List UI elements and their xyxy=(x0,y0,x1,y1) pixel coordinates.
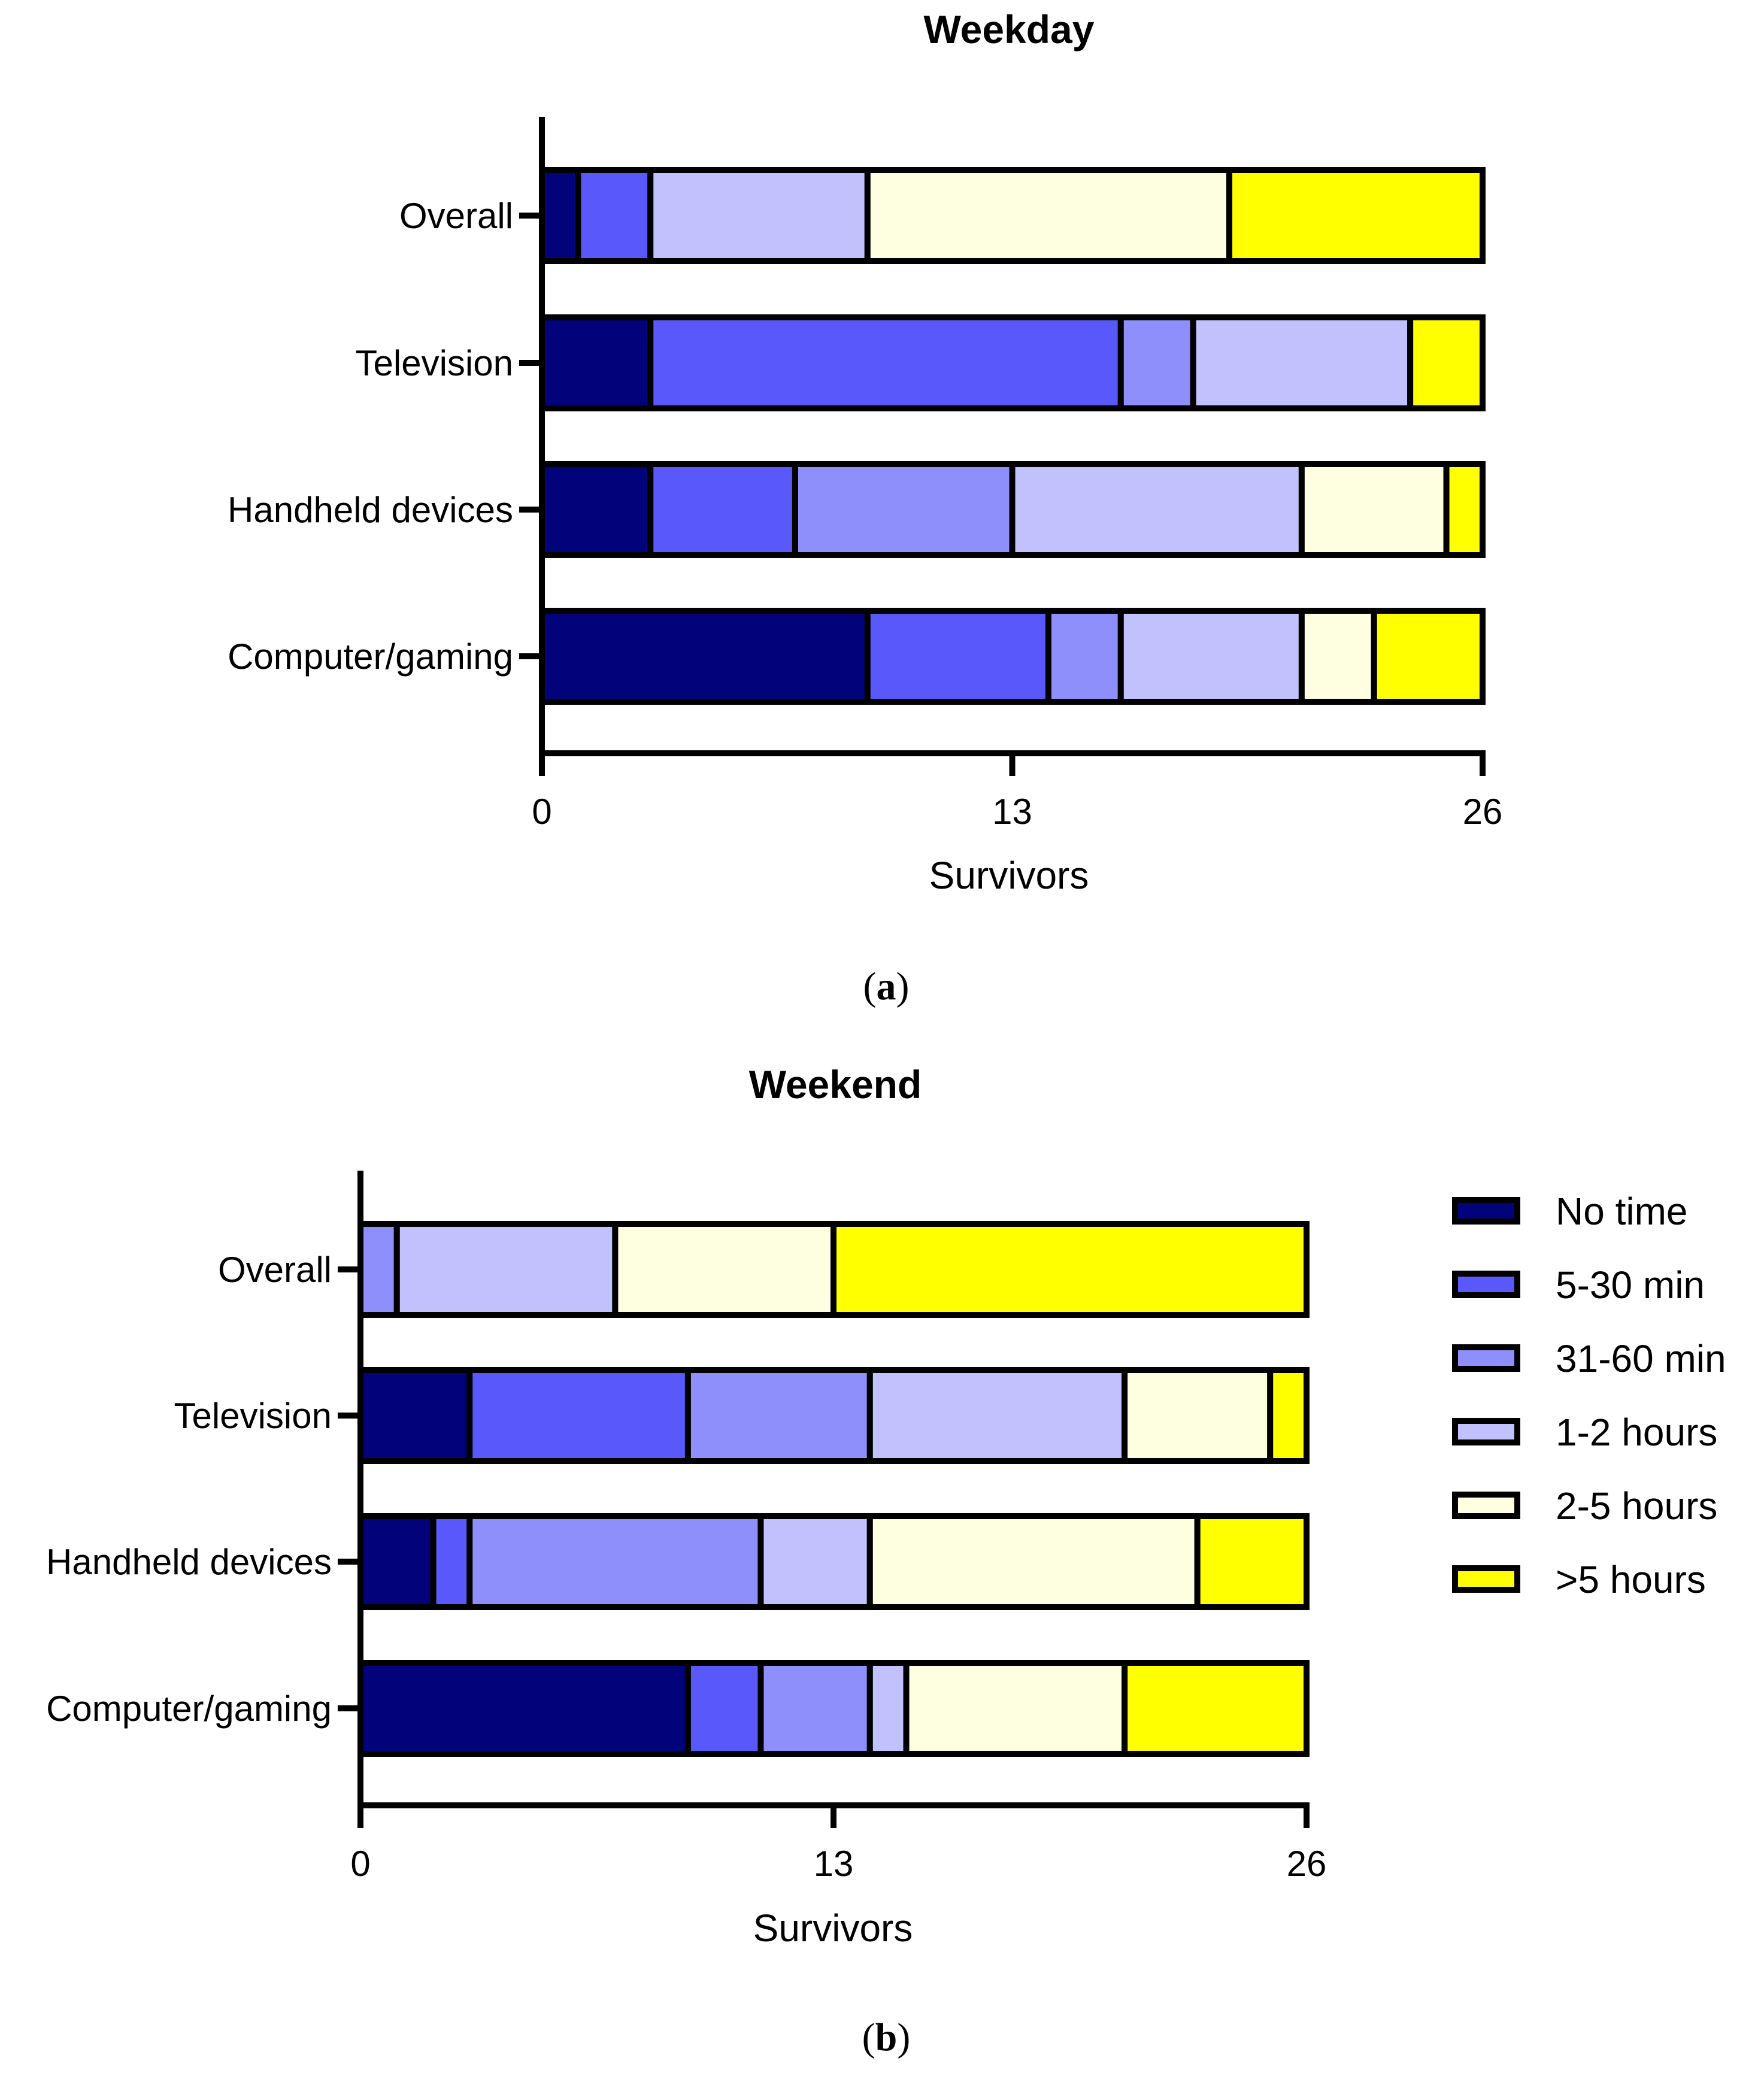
chart-weekday: Weekday Overall Television Handheld device… xyxy=(228,7,1502,1008)
x-tick-label-weekend-0: 0 xyxy=(350,1844,370,1884)
chart-weekend: Weekend Overall Television Handheld device… xyxy=(46,1062,1726,2059)
axes-weekday: Overall Television Handheld devices Compute… xyxy=(228,117,1502,832)
panel-label-a: (a) xyxy=(863,965,910,1008)
x-tick-label-weekend-13: 13 xyxy=(814,1844,854,1884)
bar-weekday-overall-over-5-hours xyxy=(1226,167,1486,264)
svg-text:(a): (a) xyxy=(863,965,910,1008)
bar-weekend-overall-2-5-hours xyxy=(612,1221,837,1318)
bar-weekend-handheld-devices-no-time xyxy=(357,1513,437,1610)
bar-weekend-overall-31-60-min xyxy=(357,1221,400,1318)
svg-text:(b): (b) xyxy=(862,2016,911,2059)
bar-weekend-television-over-5-hours xyxy=(1267,1367,1310,1464)
bar-weekend-handheld-devices-31-60-min xyxy=(466,1513,764,1610)
chart-title-weekend: Weekend xyxy=(749,1062,922,1107)
bar-weekend-television-31-60-min xyxy=(684,1367,873,1464)
bar-weekday-computer-gaming-31-60-min xyxy=(1045,608,1124,705)
bar-weekend-television-no-time xyxy=(357,1367,473,1464)
legend-swatch-no-time xyxy=(1452,1197,1520,1225)
legend-swatch-1-2-hours xyxy=(1452,1418,1520,1445)
x-tick-label-weekend-26: 26 xyxy=(1287,1844,1327,1884)
bar-weekday-computer-gaming-no-time xyxy=(539,608,871,705)
bar-weekday-computer-gaming-1-2-hours xyxy=(1117,608,1305,705)
x-tick-label-weekday-26: 26 xyxy=(1463,792,1503,832)
bar-weekend-television-1-2-hours xyxy=(866,1367,1128,1464)
bar-weekday-handheld-devices-over-5-hours xyxy=(1443,461,1486,558)
bar-weekday-computer-gaming-over-5-hours xyxy=(1371,608,1486,705)
bar-weekday-handheld-devices-5-30-min xyxy=(647,461,798,558)
category-label-weekend-computer-gaming: Computer/gaming xyxy=(46,1689,332,1729)
bar-weekend-computer-gaming-31-60-min xyxy=(757,1660,873,1757)
category-label-weekday-computer-gaming: Computer/gaming xyxy=(228,637,513,677)
bar-weekday-computer-gaming-5-30-min xyxy=(864,608,1051,705)
bar-weekend-overall-1-2-hours xyxy=(393,1221,619,1318)
legend: No time 5-30 min 31-60 min 1-2 hours 2-5 hou… xyxy=(1452,1190,1726,1601)
legend-label-over-5-hours: >5 hours xyxy=(1556,1558,1706,1601)
bar-weekend-computer-gaming-1-2-hours xyxy=(866,1660,910,1757)
category-label-weekend-television: Television xyxy=(174,1396,332,1436)
bar-weekday-overall-no-time xyxy=(539,167,581,264)
bar-weekend-computer-gaming-over-5-hours xyxy=(1122,1660,1310,1757)
bar-weekday-handheld-devices-1-2-hours xyxy=(1009,461,1305,558)
bar-weekday-computer-gaming-2-5-hours xyxy=(1298,608,1377,705)
bar-weekday-television-no-time xyxy=(539,314,654,411)
category-label-weekday-overall: Overall xyxy=(399,196,513,236)
bar-weekday-overall-1-2-hours xyxy=(647,167,871,264)
bars-weekday xyxy=(539,167,1486,705)
x-axis-label-weekday: Survivors xyxy=(929,854,1089,897)
bar-weekday-handheld-devices-31-60-min xyxy=(792,461,1016,558)
bar-weekday-overall-5-30-min xyxy=(575,167,654,264)
legend-label-2-5-hours: 2-5 hours xyxy=(1556,1484,1717,1528)
bar-weekday-television-5-30-min xyxy=(647,314,1124,411)
legend-swatch-5-30-min xyxy=(1452,1271,1520,1298)
panel-label-b: (b) xyxy=(862,2016,911,2059)
legend-swatch-31-60-min xyxy=(1452,1344,1520,1372)
bar-weekend-television-5-30-min xyxy=(466,1367,691,1464)
bar-weekend-television-2-5-hours xyxy=(1122,1367,1274,1464)
legend-label-31-60-min: 31-60 min xyxy=(1556,1337,1726,1380)
category-label-weekend-handheld-devices: Handheld devices xyxy=(46,1542,332,1582)
bars-weekend xyxy=(357,1221,1310,1757)
bar-weekend-handheld-devices-2-5-hours xyxy=(866,1513,1201,1610)
bar-weekday-television-31-60-min xyxy=(1117,314,1196,411)
category-label-weekend-overall: Overall xyxy=(218,1250,332,1290)
bar-weekday-television-1-2-hours xyxy=(1190,314,1414,411)
legend-label-no-time: No time xyxy=(1556,1190,1688,1233)
x-tick-label-weekday-13: 13 xyxy=(992,792,1032,832)
bar-weekday-overall-2-5-hours xyxy=(864,167,1233,264)
legend-swatch-over-5-hours xyxy=(1452,1565,1520,1593)
bar-weekend-computer-gaming-2-5-hours xyxy=(903,1660,1128,1757)
bar-weekday-handheld-devices-no-time xyxy=(539,461,654,558)
x-axis-label-weekend: Survivors xyxy=(753,1907,913,1950)
bar-weekday-handheld-devices-2-5-hours xyxy=(1298,461,1450,558)
legend-label-1-2-hours: 1-2 hours xyxy=(1556,1411,1717,1454)
legend-swatch-2-5-hours xyxy=(1452,1492,1520,1519)
legend-label-5-30-min: 5-30 min xyxy=(1556,1263,1705,1307)
chart-title-weekday: Weekday xyxy=(924,7,1095,51)
bar-weekend-computer-gaming-5-30-min xyxy=(684,1660,764,1757)
x-tick-label-weekday-0: 0 xyxy=(532,792,551,832)
bar-weekend-handheld-devices-1-2-hours xyxy=(757,1513,873,1610)
category-label-weekday-handheld-devices: Handheld devices xyxy=(228,490,513,530)
category-label-weekday-television: Television xyxy=(356,343,513,383)
bar-weekend-handheld-devices-over-5-hours xyxy=(1194,1513,1310,1610)
axes-weekend: Overall Television Handheld devices Compute… xyxy=(46,1171,1326,1884)
bar-weekend-handheld-devices-5-30-min xyxy=(430,1513,473,1610)
bar-weekend-computer-gaming-no-time xyxy=(357,1660,691,1757)
bar-weekend-overall-over-5-hours xyxy=(831,1221,1310,1318)
bar-weekday-television-over-5-hours xyxy=(1407,314,1486,411)
